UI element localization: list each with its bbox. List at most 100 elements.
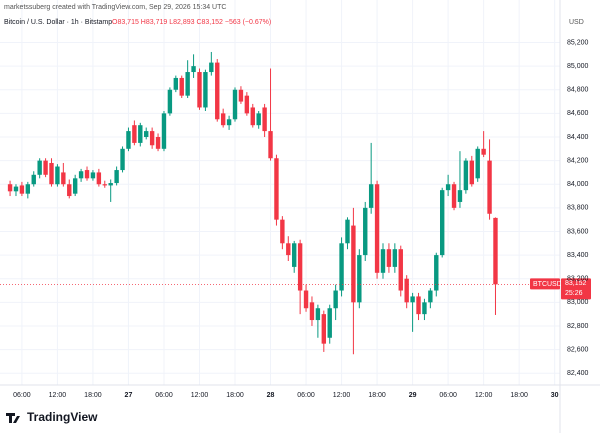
last-price-badge — [561, 278, 591, 300]
candle-body — [321, 314, 327, 344]
x-tick-label: 12:00 — [475, 392, 493, 399]
candle-body — [463, 160, 469, 191]
candle-body — [126, 131, 131, 149]
candle-body — [439, 190, 445, 256]
candle-body — [138, 125, 143, 143]
candle-body — [191, 66, 196, 73]
x-tick-label: 12:00 — [333, 392, 351, 399]
candle-body — [155, 136, 161, 149]
x-tick-label: 27 — [125, 392, 133, 399]
candle-body — [345, 219, 350, 244]
candle-body — [84, 170, 90, 179]
candle-body — [13, 186, 19, 192]
candle-body — [268, 131, 273, 159]
y-tick-label: 82,400 — [567, 370, 589, 377]
candle-body — [374, 184, 380, 273]
x-tick-label: 12:00 — [49, 392, 67, 399]
candle-body — [274, 158, 279, 220]
last-price-label: 83,152 — [565, 280, 587, 287]
y-tick-label: 84,800 — [567, 87, 589, 94]
candle-body — [445, 184, 451, 191]
candle-body — [309, 302, 315, 321]
x-tick-label: 18:00 — [368, 392, 386, 399]
candle-body — [451, 184, 457, 208]
candle-body — [250, 107, 255, 126]
candle-body — [185, 72, 190, 96]
y-tick-label: 84,200 — [567, 157, 589, 164]
candle-body — [380, 249, 386, 273]
candle-body — [167, 89, 173, 114]
x-tick-label: 12:00 — [191, 392, 209, 399]
x-tick-label: 29 — [409, 392, 417, 399]
candle-body — [19, 185, 25, 194]
candle-body — [469, 160, 474, 185]
x-tick-label: 06:00 — [439, 392, 457, 399]
candle-body — [363, 207, 368, 256]
y-tick-label: 83,600 — [567, 228, 589, 235]
candle-body — [481, 148, 486, 155]
x-tick-label: 06:00 — [297, 392, 315, 399]
candle-body — [333, 290, 338, 309]
candle-body — [244, 95, 250, 114]
candle-body — [262, 107, 267, 132]
brand: TradingView — [27, 410, 98, 424]
candle-body — [209, 62, 214, 73]
candle-body — [108, 183, 113, 186]
candle-body — [297, 243, 303, 291]
candle-body — [7, 184, 13, 192]
candle-body — [96, 172, 102, 185]
candle-body — [144, 131, 149, 137]
y-tick-label: 83,800 — [567, 205, 589, 212]
candle-body — [428, 290, 433, 303]
candle-body — [90, 172, 96, 179]
y-tick-label: 84,400 — [567, 134, 589, 141]
candle-body — [226, 119, 232, 126]
grid — [0, 0, 560, 385]
y-tick-label: 82,800 — [567, 323, 589, 330]
candle-body — [61, 172, 66, 185]
candle-body — [238, 89, 244, 102]
x-tick-label: 28 — [267, 392, 275, 399]
candle-body — [72, 178, 78, 194]
y-tick-label: 82,600 — [567, 346, 589, 353]
x-tick-label: 18:00 — [84, 392, 102, 399]
candle-body — [493, 217, 498, 285]
candle-body — [457, 190, 463, 202]
candle-body — [339, 243, 344, 291]
candle-body — [303, 290, 309, 309]
candle-body — [220, 113, 226, 126]
symbol: Bitcoin / U.S. Dollar · 1h · Bitstamp — [4, 19, 112, 26]
candle-body — [173, 77, 179, 90]
candle-body — [31, 174, 36, 185]
x-tick-label: 06:00 — [13, 392, 31, 399]
x-tick-label: 18:00 — [510, 392, 528, 399]
candle-body — [422, 302, 427, 315]
candle-body — [179, 77, 184, 96]
x-tick-label: 30 — [551, 392, 559, 399]
candle-body — [392, 249, 398, 267]
last-price-badge — [530, 278, 560, 290]
candle-body — [215, 62, 220, 120]
y-tick-label: 83,000 — [567, 299, 589, 306]
candle-body — [398, 249, 403, 291]
y-tick-label: 83,200 — [567, 276, 589, 283]
candle-body — [197, 72, 202, 108]
candle-body — [315, 308, 321, 321]
candle-body — [49, 162, 54, 185]
candle-body — [37, 160, 42, 175]
candle-body — [25, 184, 31, 194]
candle-body — [416, 296, 421, 315]
candle-body — [487, 160, 492, 214]
x-tick-label: 06:00 — [155, 392, 173, 399]
candle-body — [434, 255, 439, 291]
candle-body — [410, 296, 415, 303]
candles: BTCUSD 83,152 25:26 — [0, 51, 591, 355]
candle-body — [114, 170, 119, 184]
candle-body — [161, 113, 167, 149]
candle-body — [292, 243, 297, 267]
candle-body — [368, 184, 374, 208]
candle-body — [232, 89, 238, 120]
candle-body — [404, 278, 409, 303]
y-tick-label: 85,200 — [567, 39, 589, 46]
